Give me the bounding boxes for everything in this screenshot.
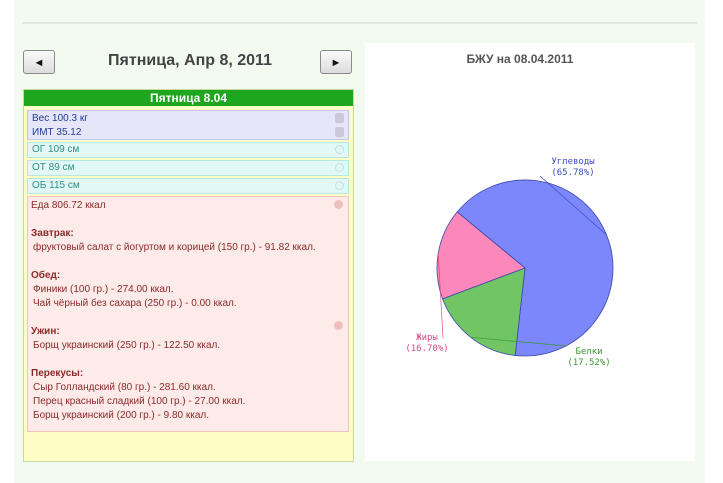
food-icon — [334, 321, 343, 330]
meal-item: Финики (100 гр.) - 274.00 ккал. — [33, 284, 174, 295]
chart-panel: БЖУ на 08.04.2011 Углеводы (65.78%) Белки(… — [365, 43, 695, 461]
meal-title: Завтрак: — [31, 228, 74, 239]
date-title: Пятница, Апр 8, 2011 — [108, 52, 272, 69]
meal-title: Обед: — [31, 270, 61, 281]
meal-item: Сыр Голландский (80 гр.) - 281.60 ккал. — [33, 382, 216, 393]
bmi-text: ИМТ 35.12 — [32, 127, 82, 138]
pie-label-name: Белки — [575, 347, 602, 357]
pie-label-percent: (65.78%) — [551, 168, 594, 178]
pie-leader-line — [539, 175, 607, 236]
food-total: Еда 806.72 ккал — [31, 200, 106, 211]
og-text: ОГ 109 см — [32, 144, 80, 155]
food-icon — [334, 200, 343, 209]
meal-item: Перец красный сладкий (100 гр.) - 27.00 … — [33, 396, 246, 407]
scale-icon — [335, 113, 344, 123]
chart-title: БЖУ на 08.04.2011 — [466, 52, 574, 66]
food-block[interactable]: Еда 806.72 ккал Завтрак: фруктовый салат… — [27, 196, 349, 432]
og-block[interactable]: ОГ 109 см — [27, 142, 349, 158]
pie-leader-line — [437, 253, 444, 339]
pie-label-percent: (16.70%) — [405, 344, 448, 354]
tape-icon — [335, 181, 344, 190]
day-panel: Пятница 8.04 Вес 100.3 кг ИМТ 35.12 ОГ 1… — [23, 89, 354, 462]
pie-label-name: Жиры — [416, 333, 438, 343]
meal-title: Перекусы: — [31, 368, 84, 379]
pie-leader-line — [470, 337, 568, 347]
pie-label-name: Углеводы — [551, 157, 594, 167]
tape-icon — [335, 163, 344, 172]
prev-day-button[interactable]: ◄ — [23, 50, 55, 74]
weight-block[interactable]: Вес 100.3 кг ИМТ 35.12 — [27, 110, 349, 140]
ot-text: ОТ 89 см — [32, 162, 75, 173]
divider — [22, 22, 697, 24]
scale-icon — [335, 127, 344, 137]
ot-block[interactable]: ОТ 89 см — [27, 160, 349, 176]
tape-icon — [335, 145, 344, 154]
meal-item: Борщ украинский (250 гр.) - 122.50 ккал. — [33, 340, 221, 351]
ob-block[interactable]: ОБ 115 см — [27, 178, 349, 194]
meal-title: Ужин: — [31, 326, 60, 337]
weight-text: Вес 100.3 кг — [32, 113, 88, 124]
pie-chart: Углеводы(65.78%) Белки(17.52%) Жиры(16.70%… — [405, 157, 614, 368]
pie-label-percent: (17.52%) — [567, 358, 610, 368]
next-day-button[interactable]: ► — [320, 50, 352, 74]
meal-item: Борщ украинский (200 гр.) - 9.80 ккал. — [33, 410, 210, 421]
meal-item: Чай чёрный без сахара (250 гр.) - 0.00 к… — [33, 298, 237, 309]
day-panel-title: Пятница 8.04 — [24, 90, 353, 106]
ob-text: ОБ 115 см — [32, 180, 80, 191]
meal-item: фруктовый салат с йогуртом и корицей (15… — [33, 242, 316, 253]
